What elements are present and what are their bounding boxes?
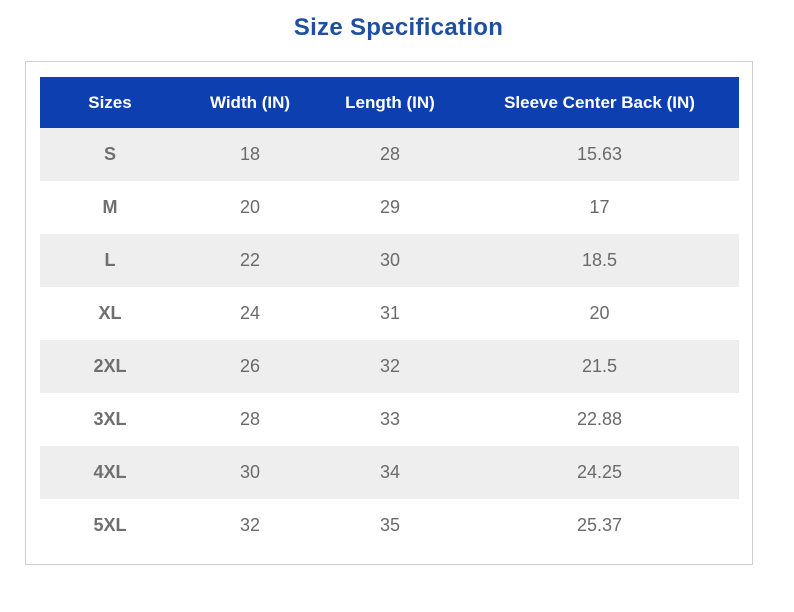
length-cell: 28 xyxy=(320,128,460,181)
size-cell: L xyxy=(40,234,180,287)
length-cell: 35 xyxy=(320,499,460,552)
sleeve-cell: 21.5 xyxy=(460,340,739,393)
width-cell: 26 xyxy=(180,340,320,393)
sleeve-cell: 24.25 xyxy=(460,446,739,499)
header-sizes: Sizes xyxy=(40,77,180,128)
sleeve-cell: 15.63 xyxy=(460,128,739,181)
width-cell: 24 xyxy=(180,287,320,340)
length-cell: 33 xyxy=(320,393,460,446)
table-row: M 20 29 17 xyxy=(40,181,739,234)
table-row: 2XL 26 32 21.5 xyxy=(40,340,739,393)
table-row: XL 24 31 20 xyxy=(40,287,739,340)
length-cell: 32 xyxy=(320,340,460,393)
length-cell: 34 xyxy=(320,446,460,499)
width-cell: 32 xyxy=(180,499,320,552)
size-cell: 3XL xyxy=(40,393,180,446)
table-header-row: Sizes Width (IN) Length (IN) Sleeve Cent… xyxy=(40,77,739,128)
width-cell: 30 xyxy=(180,446,320,499)
table-row: 3XL 28 33 22.88 xyxy=(40,393,739,446)
width-cell: 22 xyxy=(180,234,320,287)
table-row: L 22 30 18.5 xyxy=(40,234,739,287)
size-cell: 5XL xyxy=(40,499,180,552)
size-cell: S xyxy=(40,128,180,181)
table-row: S 18 28 15.63 xyxy=(40,128,739,181)
length-cell: 29 xyxy=(320,181,460,234)
header-sleeve-center-back: Sleeve Center Back (IN) xyxy=(460,77,739,128)
width-cell: 20 xyxy=(180,181,320,234)
size-cell: XL xyxy=(40,287,180,340)
sleeve-cell: 18.5 xyxy=(460,234,739,287)
page-title: Size Specification xyxy=(293,14,504,41)
sleeve-cell: 17 xyxy=(460,181,739,234)
table-row: 4XL 30 34 24.25 xyxy=(40,446,739,499)
width-cell: 18 xyxy=(180,128,320,181)
width-cell: 28 xyxy=(180,393,320,446)
table-row: 5XL 32 35 25.37 xyxy=(40,499,739,552)
header-width: Width (IN) xyxy=(180,77,320,128)
length-cell: 31 xyxy=(320,287,460,340)
header-length: Length (IN) xyxy=(320,77,460,128)
size-cell: M xyxy=(40,181,180,234)
length-cell: 30 xyxy=(320,234,460,287)
size-spec-table: Sizes Width (IN) Length (IN) Sleeve Cent… xyxy=(40,77,739,552)
sleeve-cell: 22.88 xyxy=(460,393,739,446)
size-cell: 4XL xyxy=(40,446,180,499)
size-cell: 2XL xyxy=(40,340,180,393)
sleeve-cell: 25.37 xyxy=(460,499,739,552)
sleeve-cell: 20 xyxy=(460,287,739,340)
